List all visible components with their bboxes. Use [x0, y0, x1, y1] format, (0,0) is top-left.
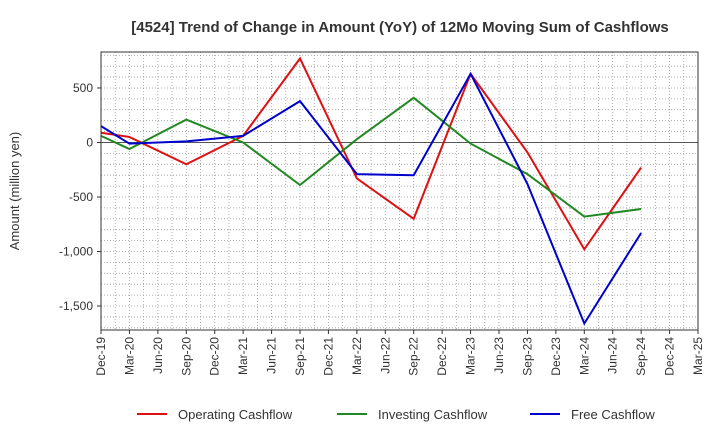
series-line-free-cashflow	[100, 71, 642, 326]
y-tick-label: -500	[69, 190, 93, 204]
chart-title: [4524] Trend of Change in Amount (YoY) o…	[131, 19, 669, 36]
x-tick-label: Jun-24	[606, 337, 620, 374]
x-tick-label: Mar-22	[350, 337, 364, 375]
x-tick-label: Mar-23	[464, 337, 478, 375]
x-tick-label: Mar-24	[577, 337, 591, 375]
x-tick-label: Sep-23	[520, 337, 534, 376]
x-tick-label: Dec-21	[321, 337, 335, 376]
x-tick-label: Dec-23	[549, 337, 563, 376]
x-tick-label: Jun-22	[378, 337, 392, 374]
y-tick-label: -1,000	[59, 245, 93, 259]
x-tick-label: Sep-24	[634, 337, 648, 376]
x-tick-label: Dec-19	[94, 337, 108, 376]
x-tick-label: Jun-23	[492, 337, 506, 374]
grid	[100, 52, 699, 330]
legend: Operating Cashflow Investing Cashflow Free…	[137, 407, 655, 422]
x-tick-label: Mar-20	[122, 337, 136, 375]
x-tick-label: Sep-21	[293, 337, 307, 376]
x-tick-label: Sep-20	[179, 337, 193, 376]
series-line-investing-cashflow	[100, 96, 642, 218]
legend-label-operating-cashflow: Operating Cashflow	[178, 407, 293, 422]
y-axis-label: Amount (million yen)	[7, 132, 22, 251]
x-tick-label: Jun-20	[151, 337, 165, 374]
y-axis-ticks: 500 0 -500 -1,000 -1,500	[59, 81, 101, 313]
legend-label-free-cashflow: Free Cashflow	[571, 407, 655, 422]
x-tick-label: Dec-24	[663, 337, 677, 376]
plot-frame	[100, 51, 699, 331]
x-tick-label: Sep-22	[407, 337, 421, 376]
y-tick-label: -1,500	[59, 299, 93, 313]
y-tick-label: 500	[73, 81, 93, 95]
y-tick-label: 0	[86, 135, 93, 149]
x-tick-label: Jun-21	[265, 337, 279, 374]
x-tick-label: Mar-21	[236, 337, 250, 375]
series-lines	[100, 56, 642, 326]
x-tick-label: Dec-20	[208, 337, 222, 376]
x-axis-ticks: Dec-19 Mar-20 Jun-20 Sep-20 Dec-20 Mar-21 Jun-…	[94, 330, 705, 376]
legend-label-investing-cashflow: Investing Cashflow	[378, 407, 488, 422]
x-tick-label: Dec-22	[435, 337, 449, 376]
x-tick-label: Mar-25	[691, 337, 705, 375]
series-line-operating-cashflow	[100, 56, 642, 252]
